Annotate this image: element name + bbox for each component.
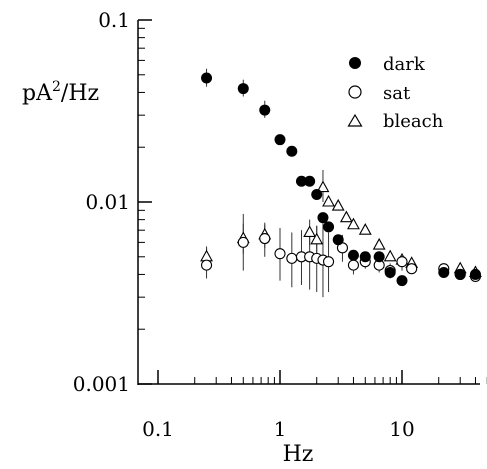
legend-label-dark: dark bbox=[383, 54, 426, 75]
point-dark bbox=[384, 266, 396, 278]
data-markers bbox=[200, 72, 482, 287]
point-dark bbox=[347, 249, 359, 261]
point-bleach bbox=[310, 232, 324, 245]
point-sat bbox=[286, 252, 298, 264]
point-dark bbox=[454, 268, 466, 280]
point-dark bbox=[201, 72, 213, 84]
point-dark bbox=[311, 188, 323, 200]
point-dark bbox=[295, 175, 307, 187]
point-bleach bbox=[303, 225, 317, 238]
point-bleach bbox=[372, 237, 386, 250]
y-tick-label: 0.1 bbox=[98, 8, 130, 32]
legend-label-sat: sat bbox=[383, 83, 411, 104]
legend-marker-dark bbox=[349, 57, 361, 69]
point-dark bbox=[323, 221, 335, 233]
point-dark bbox=[274, 134, 286, 146]
point-dark bbox=[259, 104, 271, 116]
point-bleach bbox=[316, 180, 330, 193]
y-tick-label: 0.001 bbox=[73, 372, 130, 396]
point-bleach bbox=[383, 249, 397, 262]
point-dark bbox=[317, 212, 329, 224]
point-dark bbox=[237, 83, 249, 95]
point-bleach bbox=[347, 217, 360, 230]
point-dark bbox=[359, 251, 371, 263]
x-tick-label: 0.1 bbox=[142, 417, 174, 441]
point-dark bbox=[286, 145, 298, 157]
legend: dark sat bleach bbox=[347, 54, 444, 132]
x-tick-label: 1 bbox=[274, 417, 287, 441]
y-tick-label: 0.01 bbox=[85, 190, 130, 214]
legend-marker-sat bbox=[348, 85, 362, 99]
point-sat bbox=[259, 232, 271, 245]
point-dark bbox=[469, 268, 481, 280]
point-sat bbox=[347, 259, 360, 271]
x-tick-label: 10 bbox=[389, 417, 414, 441]
point-bleach bbox=[358, 223, 372, 235]
axes bbox=[137, 20, 480, 385]
point-sat bbox=[274, 248, 286, 260]
point-dark bbox=[304, 175, 316, 187]
y-axis-title: pA2/Hz bbox=[22, 79, 99, 106]
legend-label-bleach: bleach bbox=[383, 111, 444, 132]
ticks: 0.1 0.01 0.001 0.1 1 10 bbox=[73, 8, 487, 441]
point-bleach bbox=[331, 198, 345, 211]
point-bleach bbox=[322, 194, 335, 207]
x-axis-title: Hz bbox=[283, 442, 314, 467]
point-dark bbox=[332, 234, 344, 246]
point-sat bbox=[322, 256, 335, 268]
point-sat bbox=[396, 256, 408, 268]
point-sat bbox=[200, 259, 213, 271]
point-dark bbox=[373, 251, 385, 263]
point-sat bbox=[406, 263, 418, 275]
point-bleach bbox=[200, 249, 213, 262]
point-bleach bbox=[339, 210, 353, 223]
point-sat bbox=[237, 236, 249, 248]
point-dark bbox=[396, 275, 408, 287]
legend-marker-bleach bbox=[347, 113, 363, 127]
point-dark bbox=[438, 266, 450, 278]
